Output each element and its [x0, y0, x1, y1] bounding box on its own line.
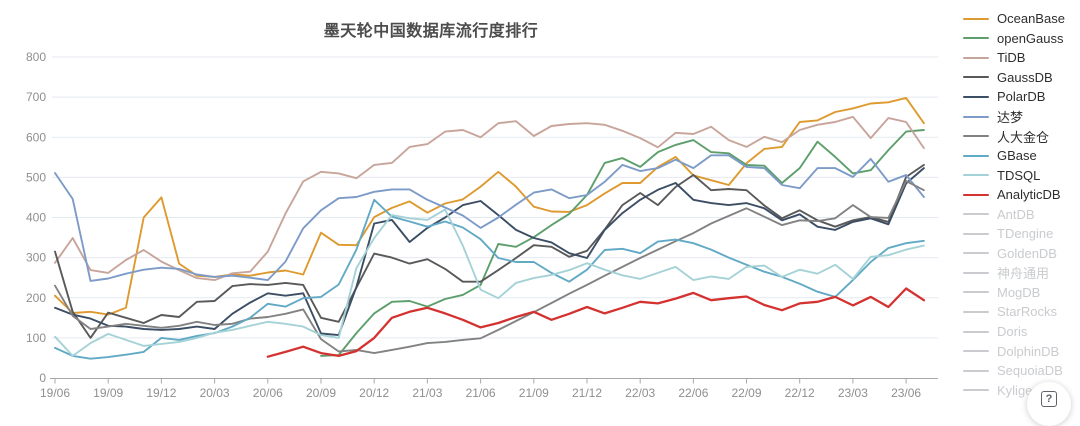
legend-item-openGauss[interactable]: openGauss	[963, 29, 1080, 49]
y-axis-label: 700	[26, 90, 46, 104]
legend-line-swatch-icon	[963, 213, 989, 216]
legend-item-TDSQL[interactable]: TDSQL	[963, 165, 1080, 185]
legend-item-MogDB[interactable]: MogDB	[963, 283, 1080, 303]
legend-item-AnalyticDB[interactable]: AnalyticDB	[963, 185, 1080, 205]
legend-item-GoldenDB[interactable]: GoldenDB	[963, 244, 1080, 264]
legend-label: TDSQL	[997, 167, 1041, 183]
legend-label: StarRocks	[997, 304, 1057, 320]
legend-label: SequoiaDB	[997, 363, 1063, 379]
legend-item-StarRocks[interactable]: StarRocks	[963, 302, 1080, 322]
x-axis-label: 20/06	[253, 386, 283, 400]
legend-label: GaussDB	[997, 69, 1053, 85]
legend-label: Doris	[997, 324, 1028, 340]
legend-line-swatch-icon	[963, 350, 989, 353]
legend-item-AntDB[interactable]: AntDB	[963, 204, 1080, 224]
x-axis-label: 20/09	[306, 386, 336, 400]
line-chart-canvas[interactable]: 19/06 19/09 19/12 20/03 20/06 20/09 20/12 21/03…	[0, 0, 960, 414]
series-line	[320, 129, 925, 357]
series-line	[54, 167, 925, 337]
legend-label: TDengine	[997, 226, 1054, 242]
legend-label: 达梦	[997, 110, 1024, 125]
y-axis-label: 500	[26, 170, 46, 184]
y-axis-label: 100	[26, 331, 46, 345]
series-line	[54, 154, 925, 282]
legend-item-神舟通用[interactable]: 神舟通用	[963, 263, 1080, 283]
series-line	[54, 115, 925, 282]
legend-line-swatch-icon	[963, 115, 989, 118]
series-line	[54, 96, 925, 316]
chart-legend: OceanBase openGauss TiDB GaussDB PolarDB 达梦人大…	[963, 9, 1080, 400]
question-mark-icon: ?	[1041, 391, 1057, 407]
legend-label: DolphinDB	[997, 343, 1060, 359]
legend-item-TiDB[interactable]: TiDB	[963, 48, 1080, 68]
legend-label: 人大金仓	[997, 129, 1050, 145]
x-axis-label: 21/09	[519, 386, 549, 400]
x-axis-label: 21/12	[572, 386, 602, 400]
series-line	[54, 163, 925, 339]
y-axis-label: 300	[26, 251, 46, 265]
legend-line-swatch-icon	[963, 389, 989, 392]
legend-item-PolarDB[interactable]: PolarDB	[963, 87, 1080, 107]
legend-item-DolphinDB[interactable]: DolphinDB	[963, 341, 1080, 361]
legend-line-swatch-icon	[963, 330, 989, 333]
legend-line-swatch-icon	[963, 56, 989, 59]
legend-item-TDengine[interactable]: TDengine	[963, 224, 1080, 244]
x-axis-label: 22/03	[625, 386, 655, 400]
x-axis-label: 20/12	[359, 386, 389, 400]
legend-item-Doris[interactable]: Doris	[963, 322, 1080, 342]
legend-line-swatch-icon	[963, 232, 989, 235]
legend-label: MogDB	[997, 284, 1041, 300]
series-line	[266, 287, 926, 358]
legend-line-swatch-icon	[963, 135, 989, 138]
legend-label: PolarDB	[997, 89, 1046, 105]
legend-line-swatch-icon	[963, 271, 989, 274]
y-axis-label: 600	[26, 130, 46, 144]
x-axis-label: 22/09	[731, 386, 761, 400]
legend-item-SequoiaDB[interactable]: SequoiaDB	[963, 361, 1080, 381]
legend-label: AntDB	[997, 206, 1035, 222]
x-axis-label: 19/06	[40, 386, 70, 400]
series-line	[54, 180, 925, 355]
legend-line-swatch-icon	[963, 17, 989, 20]
legend-label: TiDB	[997, 50, 1026, 66]
legend-line-swatch-icon	[963, 310, 989, 313]
y-axis-label: 200	[26, 291, 46, 305]
x-axis-label: 19/09	[93, 386, 123, 400]
x-axis-label: 21/03	[412, 386, 442, 400]
y-axis-label: 0	[39, 371, 46, 385]
legend-label: GoldenDB	[997, 245, 1057, 261]
x-axis-label: 19/12	[146, 386, 176, 400]
x-axis-label: 21/06	[466, 386, 496, 400]
legend-item-达梦[interactable]: 达梦	[963, 107, 1080, 127]
legend-label: 神舟通用	[997, 266, 1050, 282]
legend-line-swatch-icon	[963, 95, 989, 98]
y-axis-label: 800	[26, 50, 46, 64]
legend-line-swatch-icon	[963, 37, 989, 40]
legend-line-swatch-icon	[963, 76, 989, 79]
legend-line-swatch-icon	[963, 291, 989, 294]
legend-line-swatch-icon	[963, 174, 989, 177]
legend-item-GBase[interactable]: GBase	[963, 146, 1080, 166]
help-button[interactable]: ?	[1027, 382, 1071, 426]
legend-item-GaussDB[interactable]: GaussDB	[963, 68, 1080, 88]
legend-line-swatch-icon	[963, 154, 989, 157]
legend-label: OceanBase	[997, 11, 1065, 27]
x-axis-label: 20/03	[200, 386, 230, 400]
x-axis-label: 22/06	[678, 386, 708, 400]
x-axis-label: 23/03	[838, 386, 868, 400]
legend-item-人大金仓[interactable]: 人大金仓	[963, 126, 1080, 146]
legend-label: AnalyticDB	[997, 187, 1061, 203]
legend-line-swatch-icon	[963, 369, 989, 372]
page-title: 墨天轮中国数据库流行度排行	[323, 23, 539, 40]
legend-line-swatch-icon	[963, 252, 989, 255]
series-line	[54, 208, 925, 357]
y-axis-label: 400	[26, 211, 46, 225]
legend-label: GBase	[997, 148, 1037, 164]
x-axis-label: 23/06	[891, 386, 921, 400]
legend-line-swatch-icon	[963, 193, 989, 196]
x-axis-label: 22/12	[785, 386, 815, 400]
legend-label: openGauss	[997, 30, 1064, 46]
legend-item-OceanBase[interactable]: OceanBase	[963, 9, 1080, 29]
